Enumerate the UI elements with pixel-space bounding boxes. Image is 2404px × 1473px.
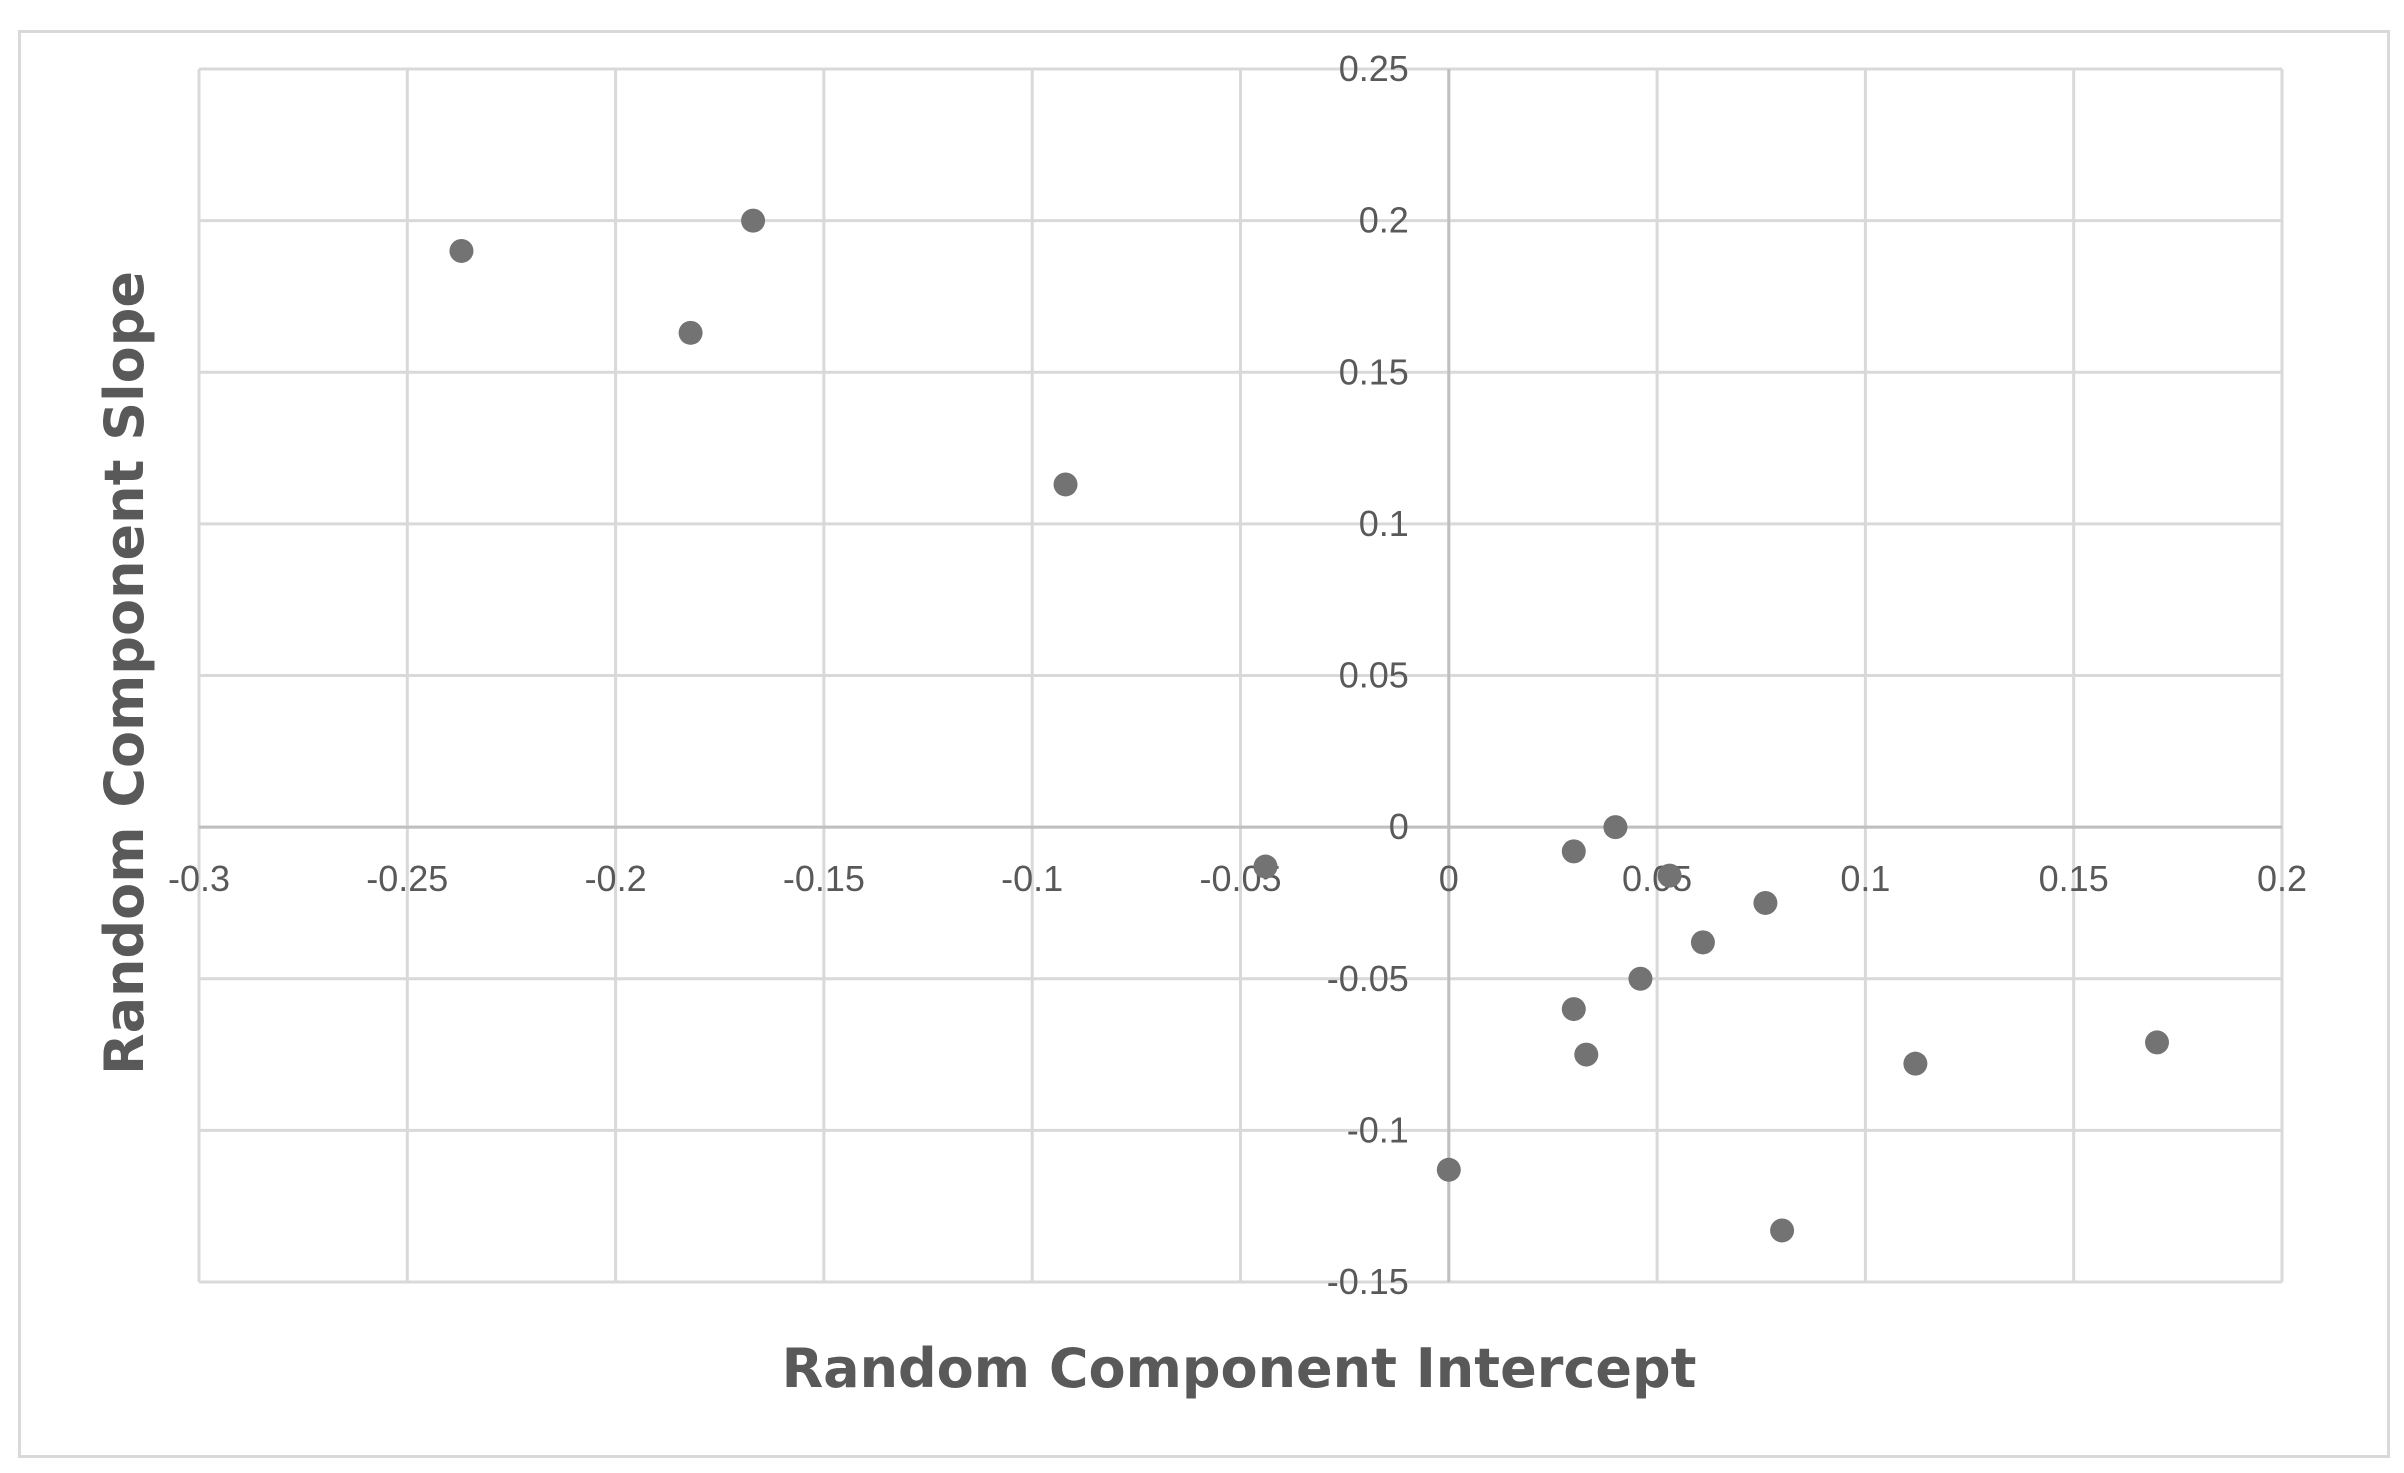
data-point: [1561, 839, 1586, 864]
data-point: [1628, 966, 1653, 991]
y-axis-title: Random Component Slope: [93, 271, 156, 1075]
x-tick-label: 0.15: [2039, 858, 2109, 899]
y-tick-label: 0.1: [1359, 503, 1409, 544]
tick-labels: -0.3 -0.25 -0.2 -0.15 -0.1 -0.05 0 0.05 0.1 0.15 0…: [168, 48, 2307, 1302]
chart-frame: [18, 30, 2390, 1458]
y-tick-label: 0.15: [1339, 351, 1409, 392]
data-point: [1770, 1218, 1795, 1243]
y-tick-label: 0.2: [1359, 200, 1409, 241]
y-tick-label: 0.05: [1339, 655, 1409, 696]
y-tick-label: -0.15: [1327, 1261, 1409, 1302]
gridlines: [197, 67, 2284, 1284]
data-point: [1574, 1042, 1599, 1067]
data-point: [1753, 890, 1778, 915]
x-tick-label: -0.15: [783, 858, 865, 899]
data-point: [741, 208, 766, 233]
x-tick-label: 0: [1439, 858, 1459, 899]
y-tick-label: -0.1: [1347, 1109, 1409, 1150]
data-point: [1561, 997, 1586, 1022]
data-points: [449, 208, 2170, 1243]
x-tick-label: 0.05: [1622, 858, 1692, 899]
y-tick-label: 0: [1389, 806, 1409, 847]
data-point: [678, 320, 703, 345]
axes: [199, 69, 2282, 1282]
y-tick-label: -0.05: [1327, 958, 1409, 999]
x-tick-label: -0.3: [168, 858, 230, 899]
x-tick-label: -0.25: [366, 858, 448, 899]
data-point: [1053, 472, 1078, 497]
y-tick-label: 0.25: [1339, 48, 1409, 89]
x-axis-title: Random Component Intercept: [782, 1337, 1697, 1400]
x-tick-label: -0.2: [585, 858, 647, 899]
data-point: [1903, 1051, 1928, 1076]
x-tick-label: 0.2: [2257, 858, 2307, 899]
data-point: [1657, 863, 1682, 888]
x-tick-label: 0.1: [1840, 858, 1890, 899]
data-point: [2145, 1030, 2170, 1055]
data-point: [449, 238, 474, 263]
data-point: [1690, 930, 1715, 955]
data-point: [1436, 1157, 1461, 1182]
data-point: [1603, 815, 1628, 840]
data-point: [1253, 854, 1278, 879]
x-tick-label: -0.1: [1001, 858, 1063, 899]
